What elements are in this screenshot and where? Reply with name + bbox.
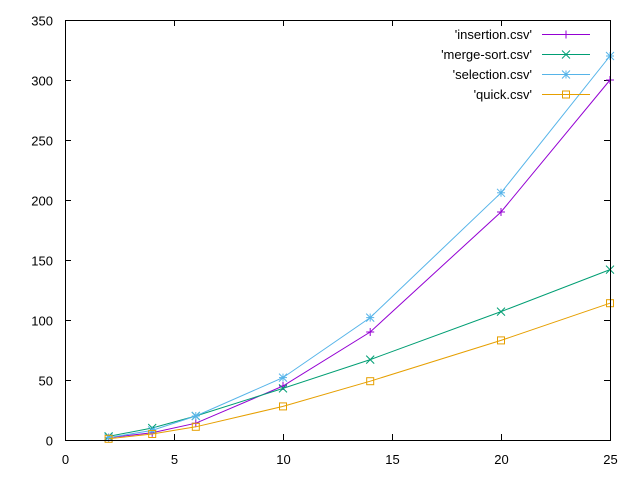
data-point bbox=[148, 430, 157, 438]
legend-entry: 'insertion.csv' bbox=[455, 27, 590, 42]
legend-label: 'selection.csv' bbox=[453, 67, 532, 82]
legend-marker bbox=[562, 90, 570, 99]
data-point bbox=[278, 373, 288, 382]
legend-label: 'merge-sort.csv' bbox=[441, 47, 532, 62]
series-line bbox=[108, 269, 611, 437]
x-tick-label: 5 bbox=[171, 452, 178, 467]
data-point bbox=[365, 355, 375, 364]
legend-entry: 'selection.csv' bbox=[453, 67, 590, 82]
data-point bbox=[496, 307, 506, 316]
x-tick-label: 10 bbox=[276, 452, 290, 467]
series-line bbox=[108, 55, 611, 439]
data-point bbox=[497, 336, 505, 345]
data-point bbox=[191, 411, 201, 421]
y-tick-label: 0 bbox=[46, 434, 53, 449]
series-line bbox=[108, 302, 611, 440]
x-tick-label: 0 bbox=[62, 452, 69, 467]
data-point bbox=[279, 402, 287, 411]
data-point bbox=[366, 377, 375, 386]
legend-marker bbox=[561, 50, 571, 59]
legend-marker bbox=[562, 30, 570, 39]
x-tick-label: 20 bbox=[494, 452, 508, 467]
data-point bbox=[497, 208, 505, 216]
data-point bbox=[496, 188, 506, 198]
x-tick-label: 15 bbox=[385, 452, 399, 467]
series-1 bbox=[104, 76, 614, 442]
data-point bbox=[104, 434, 113, 443]
y-tick-label: 50 bbox=[39, 374, 53, 389]
legend-marker bbox=[561, 70, 571, 79]
y-tick-label: 250 bbox=[31, 134, 53, 149]
y-tick-label: 200 bbox=[31, 194, 53, 209]
data-point bbox=[191, 422, 200, 431]
y-tick-label: 150 bbox=[31, 254, 53, 269]
data-point bbox=[365, 313, 375, 322]
legend-entry: 'merge-sort.csv' bbox=[441, 47, 590, 62]
y-tick-label: 350 bbox=[31, 14, 53, 29]
x-tick-label: 25 bbox=[603, 452, 617, 467]
legend-entry: 'quick.csv' bbox=[474, 87, 590, 102]
series-4 bbox=[104, 299, 614, 443]
legend-label: 'quick.csv' bbox=[474, 87, 532, 102]
series-layer bbox=[104, 51, 615, 443]
data-point bbox=[278, 384, 288, 393]
series-3 bbox=[104, 51, 615, 442]
y-tick-label: 100 bbox=[31, 314, 53, 329]
data-point bbox=[366, 328, 375, 336]
legend-label: 'insertion.csv' bbox=[455, 27, 532, 42]
plot-frame bbox=[65, 20, 611, 441]
legend: 'insertion.csv' 'merge-sort.csv' 'selectio… bbox=[441, 27, 590, 102]
series-2 bbox=[104, 265, 615, 441]
y-tick-label: 300 bbox=[31, 74, 53, 89]
